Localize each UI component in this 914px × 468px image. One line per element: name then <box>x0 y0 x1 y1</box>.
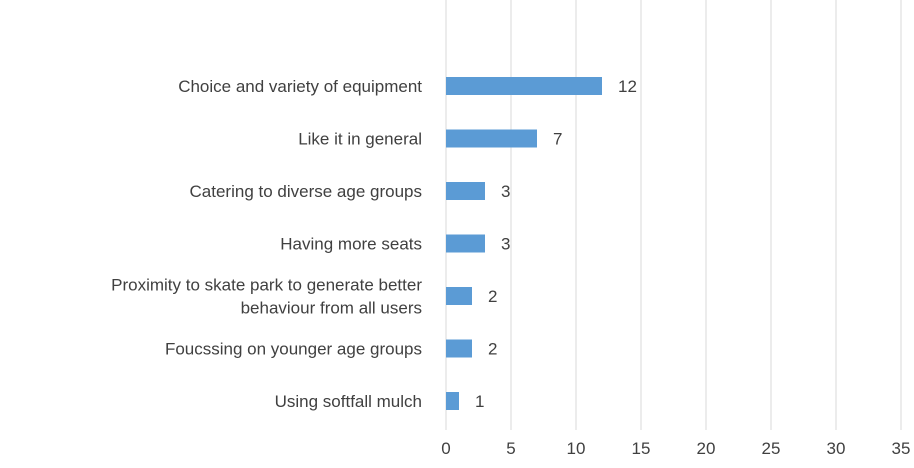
data-label: 2 <box>488 340 497 359</box>
data-label: 12 <box>618 77 637 96</box>
category-label: Catering to diverse age groups <box>190 182 422 201</box>
x-axis-tick-labels: 0 5 10 15 20 25 30 35 <box>441 439 910 458</box>
bar <box>446 129 537 148</box>
data-label: 3 <box>501 182 510 201</box>
grid-lines <box>445 0 902 430</box>
bar <box>446 234 485 253</box>
category-label: Foucssing on younger age groups <box>165 340 422 359</box>
category-label: Having more seats <box>280 235 422 254</box>
category-label: Choice and variety of equipment <box>178 77 422 96</box>
x-tick-label: 25 <box>762 439 781 458</box>
bar <box>446 77 602 95</box>
x-tick-label: 10 <box>567 439 586 458</box>
x-tick-label: 35 <box>892 439 911 458</box>
x-tick-label: 30 <box>827 439 846 458</box>
category-label: Using softfall mulch <box>275 392 422 411</box>
data-label: 1 <box>475 392 484 411</box>
data-label: 2 <box>488 287 497 306</box>
x-tick-label: 5 <box>506 439 515 458</box>
x-tick-label: 15 <box>632 439 651 458</box>
bar <box>446 339 472 358</box>
bar <box>446 182 485 200</box>
bars <box>446 77 602 410</box>
category-label: Like it in general <box>298 130 422 149</box>
category-label: Proximity to skate park to generate bett… <box>111 276 422 318</box>
data-labels: 12 7 3 3 2 2 1 <box>475 77 637 411</box>
bar <box>446 287 472 305</box>
x-tick-label: 0 <box>441 439 450 458</box>
x-tick-label: 20 <box>697 439 716 458</box>
bar <box>446 392 459 410</box>
data-label: 7 <box>553 130 562 149</box>
data-label: 3 <box>501 235 510 254</box>
category-labels: Choice and variety of equipment Like it i… <box>111 77 422 411</box>
